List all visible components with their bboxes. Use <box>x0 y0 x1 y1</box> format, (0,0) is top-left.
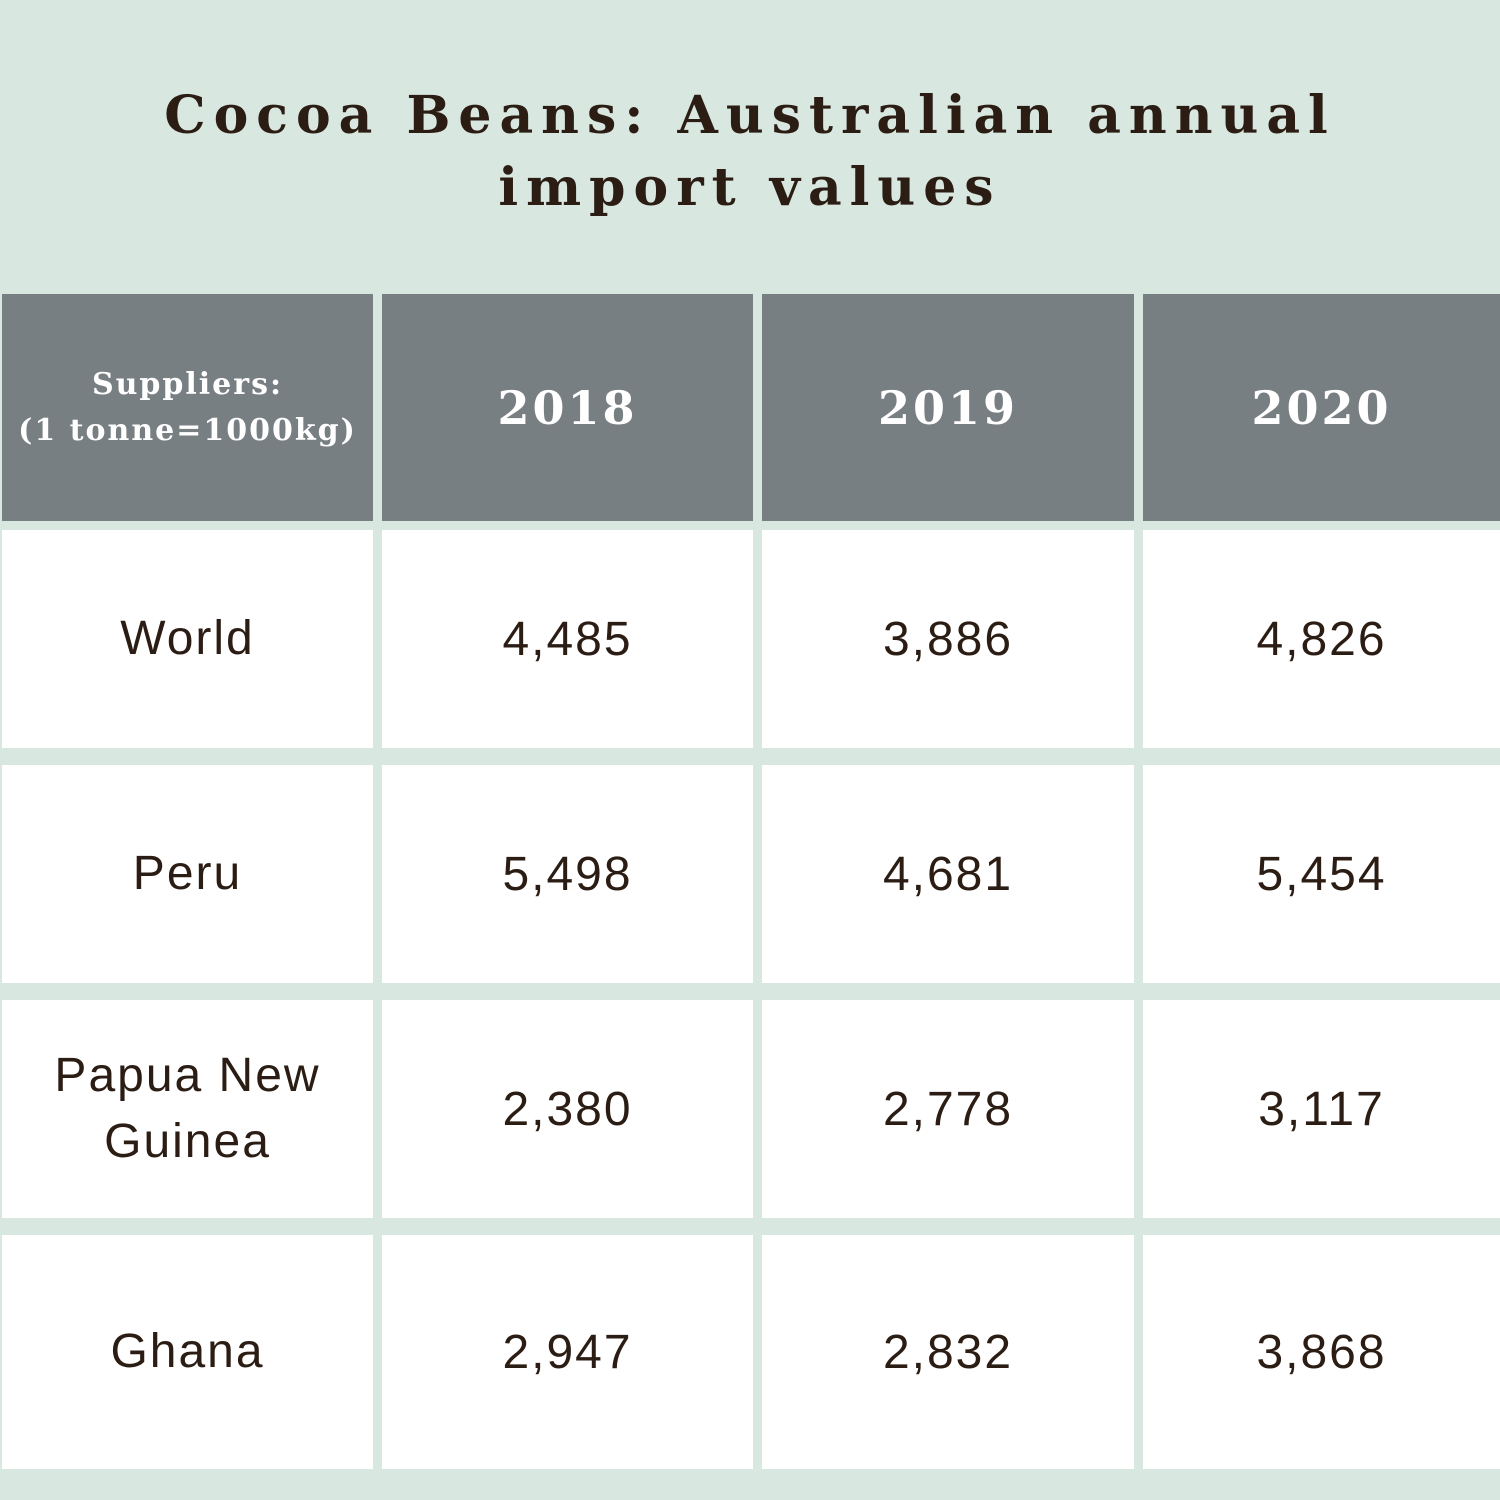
value-cell-peru-2018: 5,498 <box>382 765 753 983</box>
value-cell-png-2019: 2,778 <box>762 1000 1134 1218</box>
header-unit-note: (1 tonne=1000kg) <box>18 412 357 448</box>
supplier-cell-world: World <box>2 530 373 748</box>
value-cell-ghana-2018: 2,947 <box>382 1235 753 1469</box>
value-cell-png-2020: 3,117 <box>1143 1000 1500 1218</box>
value-cell-world-2018: 4,485 <box>382 530 753 748</box>
header-cell-suppliers: Suppliers: (1 tonne=1000kg) <box>2 294 373 521</box>
chart-title-line-2: import values <box>498 157 1002 218</box>
value-cell-png-2018: 2,380 <box>382 1000 753 1218</box>
value-cell-ghana-2019: 2,832 <box>762 1235 1134 1469</box>
header-cell-2020: 2020 <box>1143 294 1500 521</box>
header-cell-2019: 2019 <box>762 294 1134 521</box>
import-values-table: Suppliers: (1 tonne=1000kg) 2018 2019 20… <box>0 293 1500 1470</box>
header-suppliers-label: Suppliers: <box>91 366 284 402</box>
chart-title-line-1: Cocoa Beans: Australian annual <box>164 85 1336 146</box>
value-cell-ghana-2020: 3,868 <box>1143 1235 1500 1469</box>
value-cell-world-2019: 3,886 <box>762 530 1134 748</box>
value-cell-peru-2019: 4,681 <box>762 765 1134 983</box>
supplier-cell-peru: Peru <box>2 765 373 983</box>
supplier-cell-ghana: Ghana <box>2 1235 373 1469</box>
header-cell-2018: 2018 <box>382 294 753 521</box>
chart-title: Cocoa Beans: Australian annual import va… <box>0 80 1500 224</box>
supplier-cell-papua-new-guinea: Papua New Guinea <box>2 1000 373 1218</box>
value-cell-peru-2020: 5,454 <box>1143 765 1500 983</box>
value-cell-world-2020: 4,826 <box>1143 530 1500 748</box>
